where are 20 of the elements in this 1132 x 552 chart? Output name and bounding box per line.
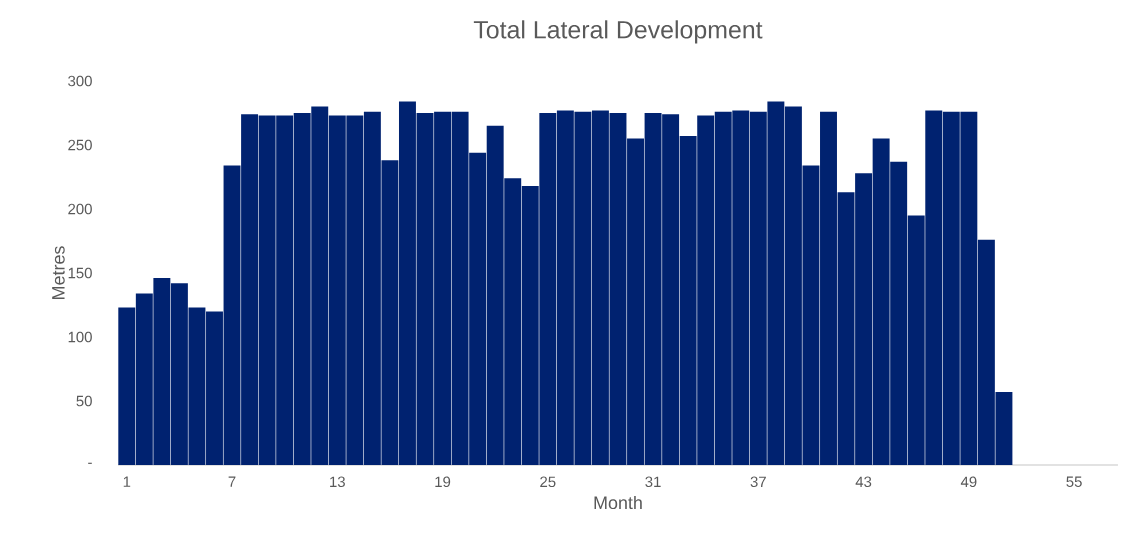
x-tick-label: 1 <box>123 476 131 487</box>
x-tick-label: 31 <box>645 476 661 488</box>
y-tick-label: 250 <box>68 139 92 151</box>
y-tick-label: 100 <box>68 331 92 343</box>
x-tick-label: 49 <box>960 476 977 488</box>
y-tick-label: 50 <box>76 395 92 407</box>
chart-title: Total Lateral Development <box>473 20 763 44</box>
x-tick-label: 37 <box>750 476 766 488</box>
x-tick-label: 19 <box>435 476 451 488</box>
x-tick-label: 43 <box>855 476 872 488</box>
y-axis-title: Metres <box>52 246 65 299</box>
y-tick-label: 200 <box>68 203 92 215</box>
y-tick-label: 300 <box>68 75 92 87</box>
x-tick-label: 55 <box>1066 476 1082 487</box>
x-axis-title: Month <box>594 495 642 510</box>
y-tick-label: - <box>88 462 92 464</box>
x-tick-label: 13 <box>330 476 345 488</box>
x-tick-label: 25 <box>540 476 556 488</box>
y-tick-label: 150 <box>68 267 92 279</box>
x-tick-label: 7 <box>228 476 236 487</box>
